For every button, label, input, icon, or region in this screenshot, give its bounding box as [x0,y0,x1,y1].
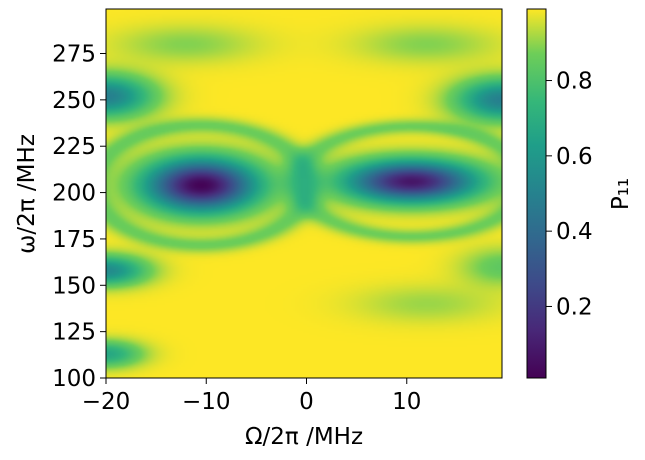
y-tick-label: 250 [52,88,96,114]
y-tick-label: 225 [52,134,96,160]
y-tick-label: 275 [52,42,96,68]
colorbar-tick-label: 0.6 [556,144,593,170]
y-tick-label: 175 [52,227,96,253]
colorbar-label: P₁₁ [608,178,634,210]
x-tick-label: 0 [299,389,314,415]
y-tick-label: 200 [52,181,96,207]
y-tick-label: 150 [52,273,96,299]
colorbar-tick-label: 0.2 [556,294,593,320]
colorbar-ticks: 0.2 0.4 0.6 0.8 [546,69,593,320]
x-tick-label: 10 [392,389,421,415]
x-axis-ticks: −20 −10 0 10 [82,378,421,415]
colorbar-tick-label: 0.8 [556,69,593,95]
y-axis-label: ω/2π /MHz [14,134,40,254]
x-tick-label: −20 [82,389,131,415]
y-tick-label: 125 [52,320,96,346]
y-tick-label: 100 [52,366,96,392]
colorbar [526,8,547,379]
colorbar-tick-label: 0.4 [556,219,593,245]
plot-frame [105,8,503,379]
x-axis-label: Ω/2π /MHz [245,424,363,450]
y-axis-ticks: 100 125 150 175 200 225 250 275 [52,42,106,392]
x-tick-label: −10 [182,389,231,415]
heatmap-image [106,9,502,378]
